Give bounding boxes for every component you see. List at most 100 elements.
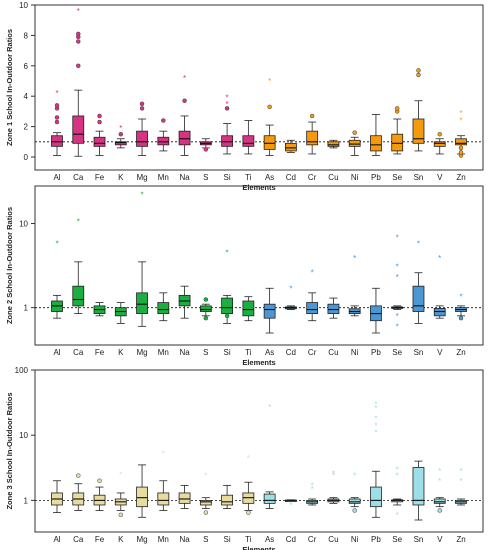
outlier-extreme: * [119,124,122,133]
box-iqr [221,494,234,506]
x-tick-label: K [118,535,124,544]
box-iqr [242,135,255,147]
box-al: * [51,239,63,319]
box-iqr [433,308,446,317]
box-iqr [348,498,361,504]
box-pb: ***** [370,400,382,518]
x-tick-label: Mg [136,173,147,182]
box-ni [348,130,361,156]
box-se: *** [391,465,404,520]
box-v: * [433,254,446,319]
box-ni: * [348,254,361,317]
box-iqr [157,136,170,146]
outlier-point [203,510,209,515]
x-tick-label: Fe [95,535,105,544]
box-iqr [93,136,106,147]
outlier-extreme: * [226,249,229,258]
outlier-extreme: * [417,239,420,248]
box-ca: * [72,7,85,157]
outlier-point [76,39,81,44]
x-tick-label: Fe [95,348,105,357]
outlier-extreme: * [140,191,143,200]
x-tick-label: Si [224,173,231,182]
x-tick-label: Pb [371,173,381,182]
box-pb [370,287,382,334]
x-tick-label: Pb [371,348,381,357]
x-tick-label: As [265,348,274,357]
outlier-point [267,104,272,110]
y-tick-label: 6 [24,62,29,71]
outlier-point [97,478,102,484]
outlier-point [54,103,60,108]
box-zn: * [455,293,467,321]
outlier-point [182,98,187,104]
box-fe [93,302,106,317]
box-zn: ** [455,109,467,158]
outlier-extreme: * [332,469,335,478]
box-na [178,285,191,319]
y-tick-label: 10 [19,219,28,228]
outlier-extreme: * [396,472,399,481]
outlier-point [54,119,60,125]
x-tick-label: V [437,348,443,357]
box-sn [412,460,425,521]
outlier-extreme: * [374,404,377,413]
x-tick-label: V [437,173,443,182]
outlier-extreme: * [459,467,462,476]
outlier-point [416,68,421,73]
box-zn: ** [455,467,467,506]
outlier-extreme: * [226,94,229,103]
x-axis-label: Elements [242,358,275,367]
y-tick-label: 2 [24,123,29,132]
x-tick-label: As [265,535,274,544]
y-axis-label: Zone 2 School In-Outdoor Ratios [5,207,14,324]
outlier-extreme: * [183,74,186,83]
box-mn [157,118,170,152]
x-tick-label: Cu [328,348,338,357]
x-tick-label: Mg [136,535,147,544]
x-tick-label: Cd [286,173,296,182]
box-iqr [136,486,148,508]
x-tick-label: Ca [73,348,84,357]
box-iqr [157,302,170,315]
outlier-extreme: * [268,403,271,412]
box-si: * [221,249,234,324]
outlier-point [118,131,124,137]
x-tick-label: Se [392,535,402,544]
x-tick-label: Cd [286,535,296,544]
outlier-extreme: * [396,322,399,331]
outlier-point [139,101,145,107]
outlier-point [458,315,464,321]
x-tick-label: Si [224,348,231,357]
y-axis-label: Zone 1 School In-Outdoor Ratios [5,29,14,146]
box-se [391,106,404,155]
box-na [178,484,191,509]
plot-frame [34,185,484,346]
outlier-extreme: * [311,485,314,494]
x-tick-label: Na [179,348,190,357]
box-iqr [391,133,404,152]
outlier-point [458,150,464,155]
box-na: * [178,74,191,156]
x-tick-label: Se [392,173,402,182]
outlier-point [54,115,60,120]
box-mg [136,464,148,518]
outlier-point [309,113,315,119]
x-tick-label: Al [53,535,60,544]
box-ti [242,296,255,322]
box-cu [327,297,340,319]
outlier-point [97,113,102,119]
box-ca [72,473,85,511]
x-tick-label: Mn [158,348,169,357]
outlier-extreme: * [332,472,335,481]
y-tick-label: 10 [19,1,28,10]
x-tick-label: Ca [73,535,84,544]
outlier-extreme: * [374,415,377,424]
box-sn [412,68,425,152]
x-tick-label: Cr [308,173,317,182]
box-iqr [221,297,234,315]
outlier-extreme: * [268,77,271,86]
box-iqr [327,303,340,315]
chart-panel-1: 0 2 4 6 8 10 Zone 1 School In-Outdoor Ratios * A… [5,1,484,192]
